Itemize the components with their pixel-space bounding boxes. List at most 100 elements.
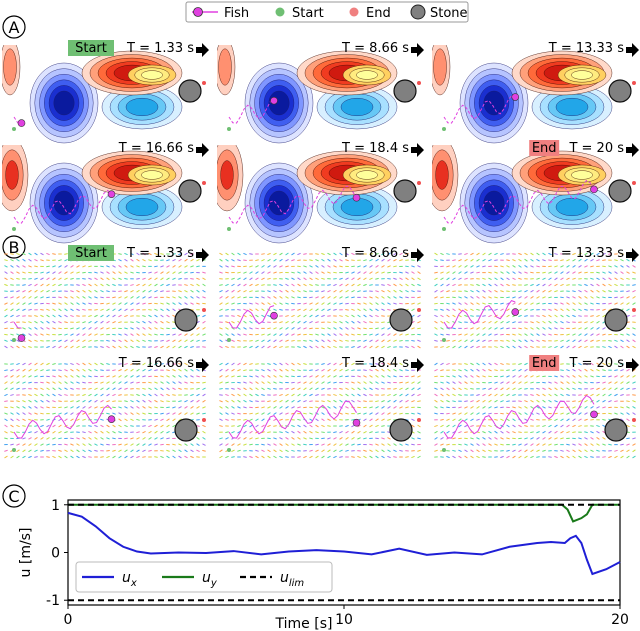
velocity-arrow bbox=[464, 412, 468, 415]
velocity-arrow bbox=[381, 252, 385, 256]
velocity-arrow bbox=[369, 369, 373, 372]
velocity-arrow bbox=[273, 362, 277, 366]
velocity-arrow bbox=[243, 393, 247, 397]
velocity-arrow bbox=[590, 265, 594, 268]
svg-text:C: C bbox=[8, 487, 19, 506]
velocity-arrow bbox=[118, 406, 122, 409]
velocity-arrow bbox=[172, 308, 176, 312]
velocity-arrow bbox=[279, 265, 283, 268]
velocity-arrow bbox=[52, 424, 56, 428]
velocity-arrow bbox=[452, 375, 456, 378]
velocity-arrow bbox=[142, 362, 146, 366]
velocity-arrow bbox=[184, 400, 188, 403]
velocity-arrow bbox=[243, 327, 247, 330]
velocity-arrow bbox=[28, 327, 32, 330]
velocity-arrow bbox=[560, 283, 564, 287]
velocity-arrow bbox=[363, 455, 367, 459]
velocity-arrow bbox=[225, 431, 229, 434]
velocity-arrow bbox=[339, 320, 343, 324]
velocity-arrow bbox=[243, 314, 247, 318]
velocity-arrow bbox=[482, 339, 486, 342]
velocity-arrow bbox=[58, 271, 62, 274]
velocity-arrow bbox=[303, 443, 307, 446]
velocity-arrow bbox=[285, 265, 289, 268]
velocity-arrow bbox=[333, 368, 337, 372]
velocity-arrow bbox=[417, 412, 421, 415]
velocity-arrow bbox=[124, 368, 128, 372]
velocity-arrow bbox=[166, 412, 170, 415]
velocity-arrow bbox=[130, 362, 134, 366]
velocity-arrow bbox=[393, 339, 397, 342]
velocity-arrow bbox=[446, 340, 450, 342]
velocity-arrow bbox=[297, 314, 301, 318]
velocity-arrow bbox=[142, 327, 146, 330]
velocity-arrow bbox=[28, 381, 32, 384]
velocity-arrow bbox=[482, 296, 486, 299]
velocity-arrow bbox=[82, 283, 86, 287]
velocity-arrow bbox=[82, 327, 86, 330]
velocity-arrow bbox=[196, 425, 200, 427]
velocity-arrow bbox=[10, 387, 14, 391]
velocity-arrow bbox=[596, 302, 600, 305]
velocity-arrow bbox=[196, 443, 200, 446]
velocity-arrow bbox=[488, 302, 492, 305]
velocity-arrow bbox=[46, 271, 50, 274]
velocity-arrow bbox=[357, 345, 361, 349]
velocity-arrow bbox=[482, 265, 486, 268]
velocity-arrow bbox=[70, 443, 74, 446]
velocity-arrow bbox=[542, 277, 546, 281]
velocity-arrow bbox=[417, 296, 421, 299]
velocity-arrow bbox=[82, 346, 86, 348]
velocity-arrow bbox=[249, 362, 253, 366]
velocity-arrow bbox=[536, 419, 540, 421]
velocity-arrow bbox=[554, 424, 558, 428]
velocity-arrow bbox=[440, 399, 444, 403]
velocity-arrow bbox=[243, 265, 247, 268]
velocity-arrow bbox=[626, 381, 630, 384]
stone-obstacle bbox=[393, 179, 417, 203]
velocity-arrow bbox=[548, 424, 552, 428]
velocity-arrow bbox=[225, 296, 229, 299]
velocity-arrow bbox=[506, 424, 510, 428]
velocity-arrow bbox=[512, 321, 516, 324]
velocity-arrow bbox=[279, 296, 283, 299]
fish-marker bbox=[590, 410, 598, 419]
velocity-arrow bbox=[464, 387, 468, 390]
velocity-arrow bbox=[178, 412, 182, 415]
velocity-arrow bbox=[142, 283, 146, 287]
velocity-arrow bbox=[596, 259, 600, 262]
velocity-arrow bbox=[327, 406, 331, 409]
velocity-arrow bbox=[315, 387, 319, 391]
velocity-arrow bbox=[554, 418, 558, 421]
velocity-arrow bbox=[190, 412, 194, 415]
velocity-arrow bbox=[136, 289, 140, 293]
velocity-arrow bbox=[411, 424, 415, 428]
velocity-arrow bbox=[178, 277, 182, 280]
velocity-arrow bbox=[64, 302, 68, 305]
velocity-arrow bbox=[243, 362, 247, 366]
velocity-arrow bbox=[118, 265, 122, 268]
velocity-arrow bbox=[608, 339, 612, 342]
velocity-arrow bbox=[452, 327, 456, 330]
velocity-arrow bbox=[297, 277, 301, 281]
velocity-arrow bbox=[357, 400, 361, 403]
velocity-arrow bbox=[118, 394, 122, 396]
velocity-arrow bbox=[554, 340, 558, 342]
velocity-arrow bbox=[482, 456, 486, 458]
velocity-arrow bbox=[542, 449, 546, 452]
velocity-arrow bbox=[321, 302, 325, 306]
velocity-arrow bbox=[4, 412, 8, 415]
velocity-arrow bbox=[261, 424, 265, 428]
velocity-arrow bbox=[590, 406, 594, 409]
velocity-arrow bbox=[255, 381, 259, 384]
velocity-arrow bbox=[64, 455, 68, 459]
velocity-arrow bbox=[106, 302, 110, 305]
velocity-arrow bbox=[387, 455, 391, 459]
velocity-arrow bbox=[482, 387, 486, 390]
velocity-arrow bbox=[184, 406, 188, 409]
velocity-arrow bbox=[64, 449, 68, 453]
vortex-red-lobe bbox=[220, 160, 234, 190]
velocity-arrow bbox=[357, 265, 361, 268]
velocity-arrow bbox=[440, 381, 444, 384]
